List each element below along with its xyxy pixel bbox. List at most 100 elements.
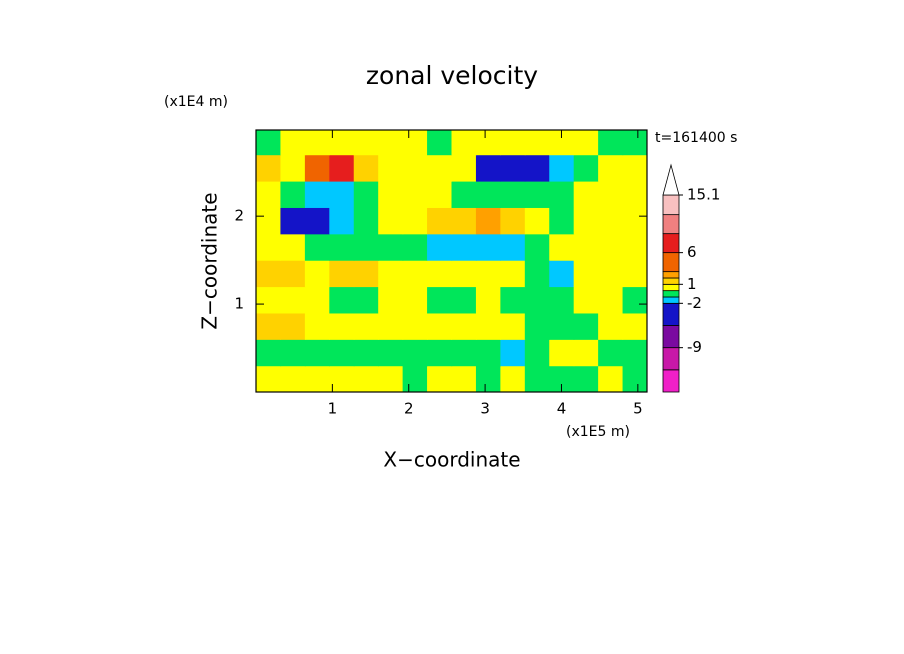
contour-cell [573,312,599,340]
contour-cell [500,154,526,182]
contour-cell [304,207,330,235]
colorbar-tick-label: 15.1 [687,186,720,204]
contour-cell [500,180,526,208]
contour-cell [524,154,550,182]
contour-cell [427,312,453,340]
contour-cell [353,286,379,314]
contour-cell [573,286,599,314]
contour-cell [304,312,330,340]
colorbar-bin [662,252,680,273]
contour-cell [353,130,379,156]
contour-cell [427,154,453,182]
contour-cell [622,207,647,235]
contour-cell [451,339,477,367]
contour-cell [256,339,282,367]
contour-cell [329,130,355,156]
colorbar-tick-label: -9 [687,338,702,356]
contour-cell [353,365,379,392]
contour-cell [500,130,526,156]
contour-cell [475,233,501,261]
contour-cell [451,207,477,235]
contour-cell [475,365,501,392]
contour-cell [256,286,282,314]
contour-cell [329,207,355,235]
contour-cell [475,180,501,208]
colorbar-tick-label: -2 [687,294,702,312]
contour-cell [304,339,330,367]
contour-cell [427,233,453,261]
colorbar-over [662,163,680,196]
contour-cell [280,312,306,340]
colorbar-bin [662,283,680,292]
contour-cell [256,154,282,182]
colorbar-bin [662,369,680,393]
contour-cell [256,260,282,288]
contour-cell [378,233,404,261]
contour-cell [378,207,404,235]
x-tick-label: 3 [480,400,490,418]
colorbar-bin [662,233,680,254]
contour-cell [280,339,306,367]
contour-cell [500,233,526,261]
contour-cell [280,207,306,235]
contour-cell [378,154,404,182]
x-tick-label: 1 [328,400,338,418]
contour-cell [524,260,550,288]
contour-cell [378,286,404,314]
colorbar-bin [662,290,680,298]
contour-cell [402,312,428,340]
contour-cell [256,180,282,208]
contour-cell [427,180,453,208]
contour-cell [427,260,453,288]
contour-cell [304,130,330,156]
contour-cell [304,180,330,208]
contour-cell [573,233,599,261]
contour-cell [256,233,282,261]
contour-cell [598,312,624,340]
contour-cell [451,260,477,288]
contour-cell [304,260,330,288]
contour-cell [598,207,624,235]
contour-cell [622,130,647,156]
contour-cell [500,339,526,367]
contour-cell [329,286,355,314]
x-tick-label: 4 [557,400,567,418]
contour-cell [622,180,647,208]
contour-cell [353,339,379,367]
contour-cell [500,312,526,340]
contour-cell [378,312,404,340]
contour-cell [353,154,379,182]
contour-cell [598,233,624,261]
contour-cell [280,154,306,182]
contour-cell [549,286,575,314]
contour-cell [402,180,428,208]
contour-cell [329,154,355,182]
contour-cell [500,365,526,392]
contour-cell [402,339,428,367]
colorbar-bin [662,302,680,326]
y-tick-label: 1 [234,295,244,313]
contour-cell [402,365,428,392]
contour-cell [451,312,477,340]
contour-cell [524,286,550,314]
contour-cell [378,130,404,156]
contour-cell [573,154,599,182]
x-tick-label: 5 [633,400,643,418]
contour-cell [451,130,477,156]
contour-cell [378,180,404,208]
contour-cell [451,233,477,261]
contour-cell [451,365,477,392]
contour-cell [475,130,501,156]
contour-cell [500,260,526,288]
contour-cell [378,260,404,288]
contour-cell [329,180,355,208]
contour-cell [524,339,550,367]
contour-cell [524,180,550,208]
colorbar-tick-label: 6 [687,243,697,261]
contour-cell [378,365,404,392]
contour-cell [622,312,647,340]
contour-cell [475,286,501,314]
contour-cell [475,260,501,288]
contour-cell [622,260,647,288]
colorbar-bin [662,296,680,304]
